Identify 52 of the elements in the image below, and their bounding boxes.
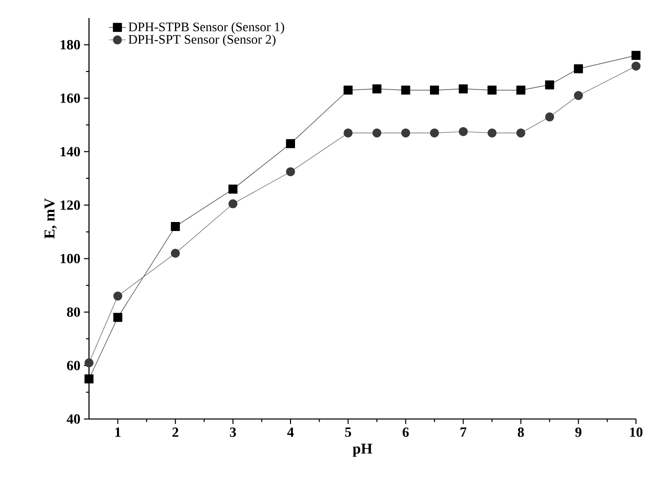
x-tick-label: 2 — [172, 428, 178, 437]
point — [372, 84, 382, 94]
x-tick-label: 7 — [460, 428, 466, 437]
point — [401, 128, 410, 138]
y-tick-label: 120 — [60, 200, 80, 210]
point — [458, 84, 468, 94]
point — [545, 80, 554, 90]
y-tick-label: 160 — [60, 93, 80, 103]
point — [632, 62, 640, 71]
point — [286, 139, 296, 148]
point — [574, 91, 583, 100]
point — [632, 50, 640, 60]
point — [113, 292, 122, 301]
x-tick-label: 9 — [575, 428, 582, 437]
y-axis-title: E, mV — [44, 198, 57, 239]
point — [488, 86, 497, 95]
point — [430, 128, 439, 138]
y-tick-label: 100 — [60, 254, 80, 264]
point — [488, 128, 497, 138]
x-tick-label: 5 — [345, 428, 352, 437]
point — [430, 86, 439, 95]
point — [113, 312, 122, 322]
y-tick-label: 80 — [67, 307, 80, 317]
y-tick-label: 180 — [60, 40, 80, 50]
x-axis-title: pH — [352, 444, 372, 457]
point — [84, 358, 94, 368]
point — [228, 199, 238, 208]
point — [545, 112, 554, 122]
point — [401, 86, 410, 95]
y-tick-label: 40 — [66, 414, 80, 424]
y-tick-label: 140 — [60, 146, 80, 156]
x-tick-label: 8 — [518, 428, 524, 437]
point — [574, 64, 583, 74]
point — [372, 128, 382, 138]
point — [84, 374, 94, 384]
point — [516, 86, 526, 95]
legend-label: DPH-STPB Sensor (Sensor 1) — [128, 22, 284, 34]
x-tick-label: 6 — [402, 428, 409, 437]
point — [458, 127, 468, 136]
x-tick-label: 3 — [230, 428, 236, 437]
x-tick-label: 10 — [630, 428, 642, 437]
x-tick-label: 4 — [287, 428, 294, 437]
point — [344, 128, 353, 138]
y-tick-label: 60 — [67, 360, 80, 370]
legend-label: DPH-SPT Sensor (Sensor 2) — [128, 34, 276, 46]
point — [344, 86, 353, 95]
point — [170, 248, 180, 258]
point — [516, 128, 526, 138]
point — [286, 167, 296, 176]
point — [170, 222, 180, 232]
point — [228, 184, 238, 194]
x-tick-label: 1 — [115, 428, 121, 437]
